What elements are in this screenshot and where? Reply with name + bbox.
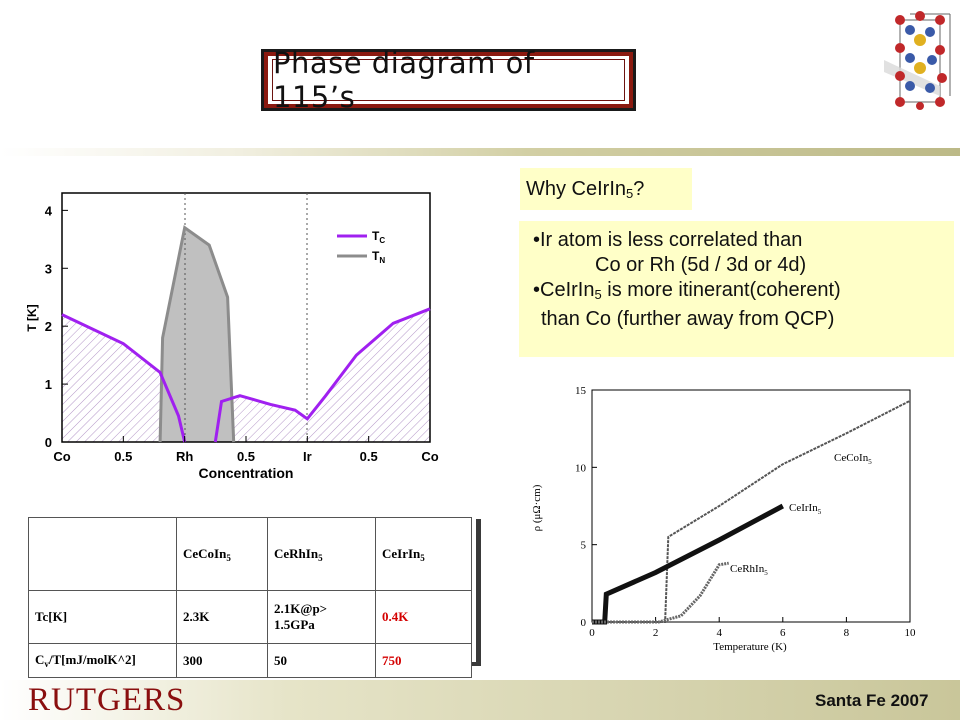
bullet-line-3-b: is more itinerant(coherent) (601, 279, 841, 301)
rho-x-tick-label: 4 (716, 627, 722, 639)
phase-x-tick-label: Rh (176, 449, 193, 464)
phase-diagram-chart: 0 1 2 3 4 Co 0.5 Rh 0.5 Ir 0.5 Co T [K] Concentrat… (25, 192, 439, 481)
row-label-cv: Cv/T[mJ/molK^2] (28, 643, 177, 678)
phase-x-tick-label: 0.5 (114, 449, 132, 464)
footer-place-date: Santa Fe 2007 (815, 691, 929, 710)
page-title: Phase diagram of 115’s (272, 46, 625, 114)
bullet-line-3-a: •CeIrIn (533, 279, 595, 301)
why-suffix: ? (633, 178, 645, 200)
rho-x-axis-label: Temperature (K) (713, 641, 787, 653)
phase-x-tick-label: Co (421, 449, 438, 464)
cv-cecoin5: 300 (176, 643, 268, 678)
legend-tc-label: TC (372, 229, 385, 245)
rho-x-tick-label: 0 (589, 627, 595, 639)
why-subscript: 5 (626, 186, 634, 201)
table-header-row: CeCoIn5 CeRhIn5 CeIrIn5 (28, 517, 472, 591)
phase-y-tick-label: 0 (45, 435, 52, 450)
header-cecoin5: CeCoIn5 (176, 517, 268, 591)
title-frame: Phase diagram of 115’s (261, 46, 636, 114)
phase-y-axis-label: T [K] (25, 304, 39, 331)
properties-table: CeCoIn5 CeRhIn5 CeIrIn5 Tc[K] 2.3K 2.1K@… (28, 517, 472, 678)
rho-y-tick-label: 15 (575, 385, 587, 397)
rho-y-tick-label: 5 (581, 540, 587, 552)
cecoin5-series-line (592, 399, 911, 623)
rutgers-logo: RUTGERS (28, 682, 186, 718)
label-cerhin5: CeRhIn5 (730, 563, 768, 577)
tc-series-line-left (61, 313, 187, 443)
rho-plot-frame (591, 389, 911, 623)
why-prefix: Why CeIrIn (526, 178, 627, 200)
phase-x-tick-label: Ir (303, 449, 312, 464)
bullets-callout: •Ir atom is less correlated than Co or R… (519, 221, 954, 357)
footer-bar (0, 680, 960, 720)
cv-cerhin5: 50 (267, 643, 376, 678)
legend-tn-label: TN (372, 249, 385, 265)
label-cecoin5: CeCoIn5 (834, 452, 872, 466)
rho-y-axis-label: ρ (μΩ·cm) (531, 484, 543, 531)
tc-hatched-region (62, 308, 430, 442)
rho-x-tick-label: 8 (844, 627, 850, 639)
bullet-line-4: than Co (further away from QCP) (541, 308, 835, 330)
rho-x-tick-label: 10 (905, 627, 917, 639)
rho-x-tick-label: 2 (653, 627, 659, 639)
rho-y-tick-label: 0 (581, 617, 587, 629)
phase-y-tick-label: 4 (45, 203, 53, 218)
header-cerhin5: CeRhIn5 (267, 517, 376, 591)
tc-cecoin5: 2.3K (176, 590, 268, 644)
phase-x-tick-label: 0.5 (360, 449, 378, 464)
bullet-line-1: •Ir atom is less correlated than (533, 229, 803, 251)
phase-x-tick-label: 0.5 (237, 449, 255, 464)
rho-x-tick-label: 6 (780, 627, 786, 639)
table-row: Tc[K] 2.3K 2.1K@p> 1.5GPa 0.4K (28, 590, 472, 644)
phase-legend: TC TN (337, 229, 385, 265)
crystal-structure-image (884, 11, 951, 110)
bullet-line-3: •CeIrIn5 is more itinerant(coherent) (527, 278, 954, 307)
tn-filled-region (160, 227, 234, 442)
table-row: Cv/T[mJ/molK^2] 300 50 750 (28, 643, 472, 678)
why-callout: Why CeIrIn5? (520, 168, 692, 210)
phase-y-tick-label: 1 (45, 377, 52, 392)
tc-cerhin5: 2.1K@p> 1.5GPa (267, 590, 376, 644)
phase-x-axis-label: Concentration (199, 465, 294, 481)
cerhin5-series-line (592, 561, 729, 624)
table-shadow-right (476, 519, 481, 665)
table-corner-cell (28, 517, 177, 591)
header-ceirin5: CeIrIn5 (375, 517, 472, 591)
bullet-line-3-sub: 5 (594, 287, 602, 302)
cv-ceirin5: 750 (375, 643, 472, 678)
header-divider-band (0, 148, 960, 156)
bullet-line-2: Co or Rh (5d / 3d or 4d) (595, 254, 807, 276)
tn-series-line (158, 225, 236, 443)
tc-ceirin5: 0.4K (375, 590, 472, 644)
label-ceirin5: CeIrIn5 (789, 502, 822, 516)
tc-series-line-right (213, 307, 431, 443)
phase-y-tick-label: 2 (45, 319, 52, 334)
phase-x-tick-label: Co (53, 449, 70, 464)
row-label-tc: Tc[K] (28, 590, 177, 644)
phase-y-tick-label: 3 (45, 261, 52, 276)
rho-y-tick-label: 10 (575, 462, 587, 474)
